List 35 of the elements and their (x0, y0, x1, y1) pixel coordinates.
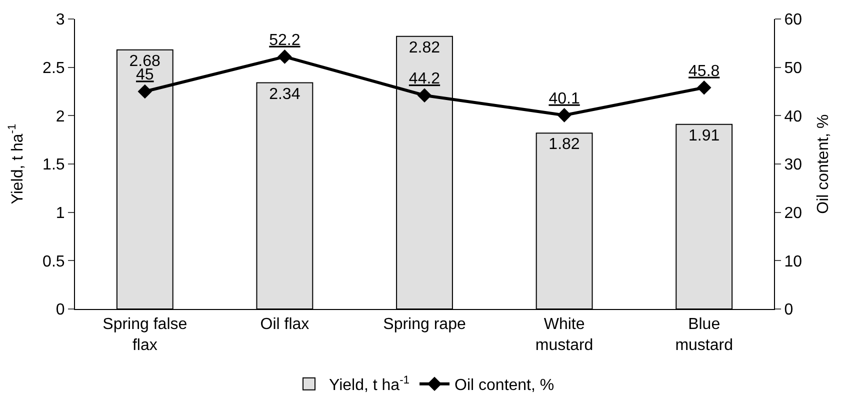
y2-tick-label: 10 (784, 253, 802, 270)
x-tick-label: White mustard (535, 316, 594, 354)
y2-tick-label: 40 (784, 108, 802, 126)
y-tick-label: 3 (56, 12, 65, 29)
y2-tick-label: 0 (784, 302, 794, 319)
x-tick-label: Spring false flax (102, 316, 188, 354)
x-tick-label: Blue mustard (675, 316, 733, 354)
legend-label: Yield, t ha$^{-1}$ (329, 374, 410, 394)
y-tick-label: 0 (56, 302, 65, 319)
x-tick-label: Spring rape (383, 316, 466, 334)
data-label: 1.82 (548, 136, 580, 154)
y-tick-label: 1.5 (42, 156, 65, 174)
legend-label: Oil content, % (454, 377, 554, 394)
y-tick-label: 0.5 (42, 253, 65, 270)
y2-axis-title: Oil content, % (814, 114, 832, 214)
data-label: 44.2 (408, 70, 440, 88)
data-label: 2.82 (408, 39, 440, 56)
y-tick-label: 2.5 (42, 60, 65, 77)
data-label: 1.91 (688, 127, 720, 144)
data-label: 45.8 (688, 62, 720, 80)
point (557, 108, 572, 122)
point (278, 50, 292, 64)
data-label: 40.1 (548, 90, 580, 108)
y2-tick-label: 60 (784, 12, 802, 29)
point (417, 88, 432, 103)
y-tick-label: 2 (56, 108, 65, 126)
point (138, 84, 152, 99)
x-tick-label: Oil flax (260, 316, 310, 334)
y2-tick-label: 20 (784, 204, 802, 222)
data-label: 2.34 (269, 86, 300, 103)
y-tick-label: 1 (56, 204, 65, 222)
y2-tick-label: 50 (784, 60, 802, 77)
point (696, 80, 712, 95)
data-label: 52.2 (269, 32, 300, 49)
y2-tick-label: 30 (784, 156, 802, 174)
